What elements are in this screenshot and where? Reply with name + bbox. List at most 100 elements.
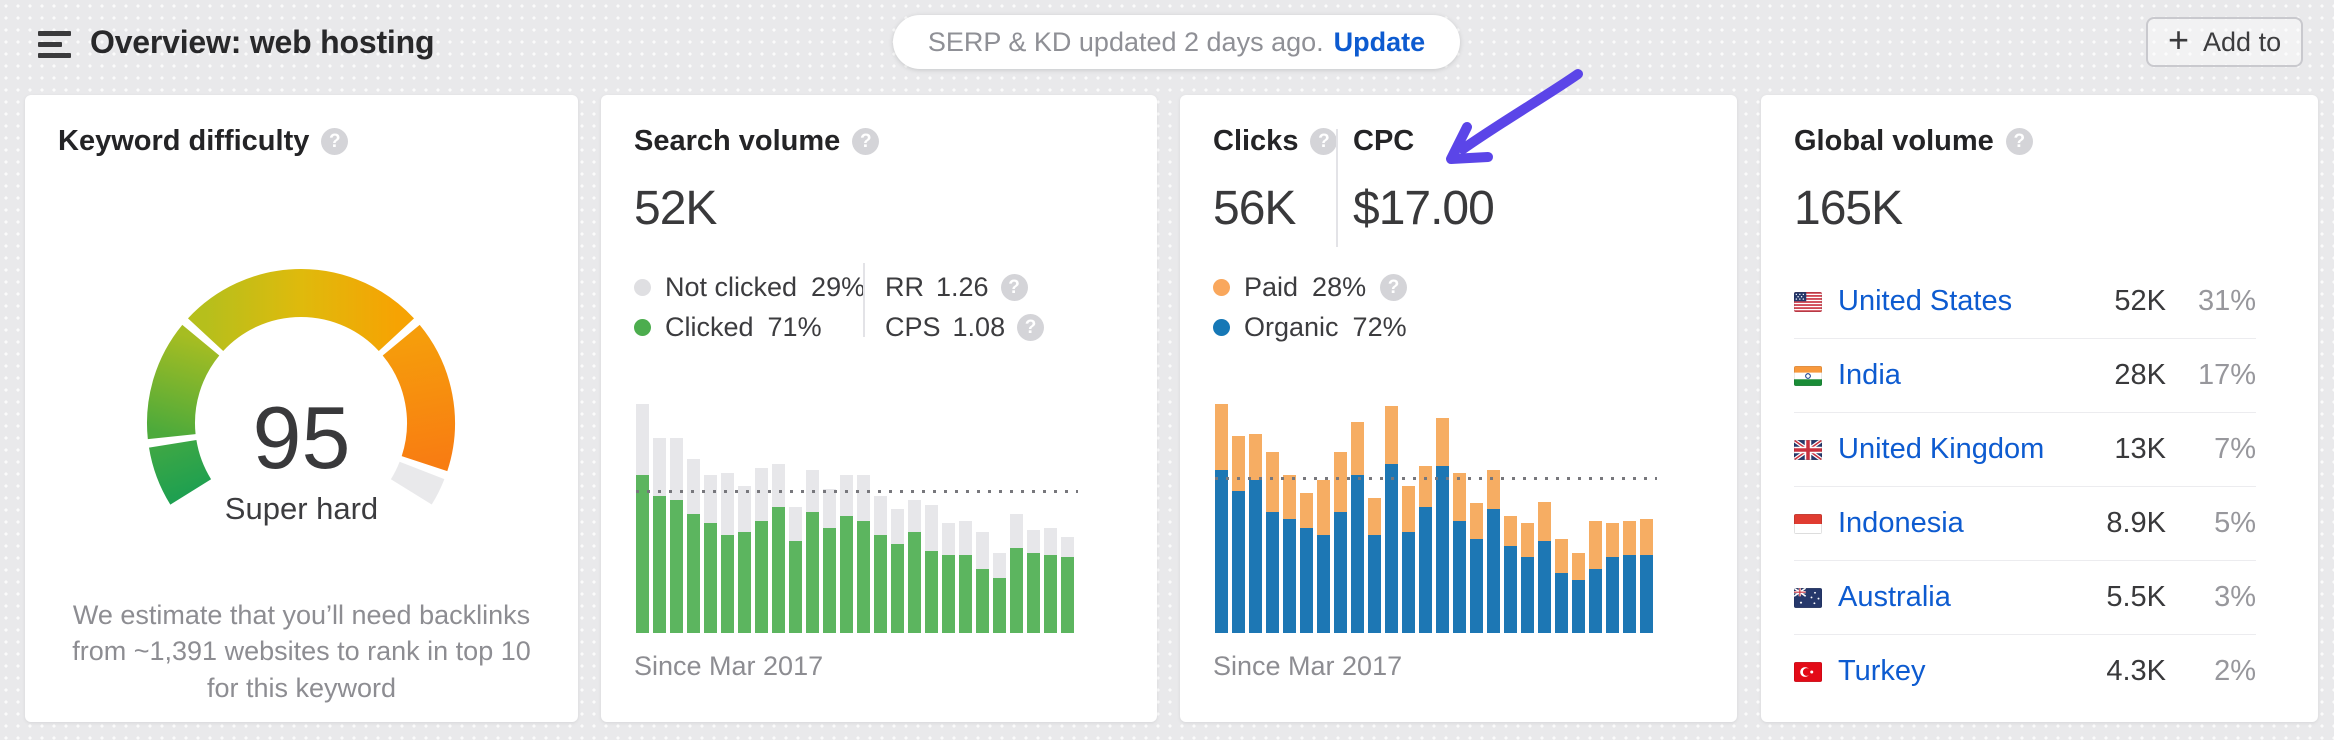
search-volume-card: Search volume ? 52K Not clicked 29% Clic… [601,95,1157,722]
country-share: 7% [2214,433,2256,465]
legend-organic: Organic 72% [1213,307,1407,347]
country-volume: 8.9K [2106,507,2166,539]
difficulty-level: Super hard [224,491,379,526]
bar [1538,502,1551,633]
country-row: Indonesia 8.9K 5% [1794,487,2256,561]
country-row: United States 52K 31% [1794,265,2256,339]
page-header: Overview: web hosting SERP & KD updated … [0,0,2334,95]
page-title: Overview: web hosting [90,24,435,60]
legend-not-clicked: Not clicked 29% [634,267,865,307]
difficulty-note: We estimate that you’ll need backlinks f… [72,600,531,703]
bar [891,509,904,633]
bar [993,552,1006,633]
clicks-per-search-metric: CPS 1.08 ? [885,307,1045,347]
country-share: 5% [2214,507,2256,539]
global-volume-card: Global volume ? 165K United States 52K 3… [1761,95,2318,722]
country-link[interactable]: Turkey [1838,655,1926,687]
divider [863,263,865,337]
bar [959,520,972,633]
bar [1300,493,1313,633]
legend-paid: Paid 28% ? [1213,267,1408,307]
country-link[interactable]: United Kingdom [1838,433,2045,465]
help-icon[interactable]: ? [1017,313,1045,341]
bar [789,507,802,633]
bar [874,495,887,633]
average-dotted-line [636,490,1078,494]
help-icon[interactable]: ? [1380,273,1408,301]
help-icon[interactable]: ? [852,128,880,155]
country-share: 2% [2214,655,2256,687]
search-volume-value: 52K [634,182,717,235]
bar [670,438,683,633]
bar [840,475,853,633]
bar [1640,518,1653,633]
keyword-difficulty-card: Keyword difficulty ? [25,95,578,722]
global-volume-title: Global volume ? [1794,125,2033,158]
divider [1336,129,1338,247]
global-volume-value: 165K [1794,182,1903,235]
country-link[interactable]: Indonesia [1838,507,1964,539]
bar [1368,497,1381,633]
bar [925,504,938,633]
bar [823,488,836,633]
legend-clicked: Clicked 71% [634,307,865,347]
paid-dot-icon [1213,278,1230,296]
country-link[interactable]: United States [1838,285,2013,317]
country-link[interactable]: India [1838,359,1901,391]
bar [704,475,717,633]
search-volume-chart [636,404,1078,633]
clicks-title: Clicks ? [1213,125,1338,158]
cpc-value: $17.00 [1353,182,1495,235]
bar [1061,536,1074,633]
country-volume: 52K [2114,285,2166,317]
country-link[interactable]: Australia [1838,581,1951,613]
bar [1249,433,1262,633]
bar [1266,452,1279,633]
help-icon[interactable]: ? [321,128,349,155]
bar [1402,486,1415,633]
bar [857,475,870,633]
flag-us-icon [1794,291,1822,312]
bar [1589,520,1602,633]
update-button[interactable]: Update [1333,26,1426,57]
country-row: Turkey 4.3K 2% [1794,635,2256,708]
add-to-button[interactable]: + Add to [2146,17,2304,67]
search-volume-title: Search volume ? [634,125,880,158]
update-pill: SERP & KD updated 2 days ago. Update [893,15,1460,69]
bar [976,532,989,633]
gauge-arc [147,269,455,505]
bar [687,458,700,633]
help-icon[interactable]: ? [1000,273,1028,301]
return-rate-metric: RR 1.26 ? [885,267,1044,307]
flag-au-icon [1794,587,1822,608]
help-icon[interactable]: ? [1310,128,1338,155]
not-clicked-dot-icon [634,278,651,296]
country-row: United Kingdom 13K 7% [1794,413,2256,487]
help-icon[interactable]: ? [2005,128,2033,155]
bar [1385,406,1398,633]
search-volume-legend: Not clicked 29% Clicked 71% [634,267,865,347]
country-volume: 28K [2114,359,2166,391]
bar [942,523,955,633]
bar [1453,472,1466,633]
bar [1606,523,1619,633]
clicks-chart [1215,404,1657,633]
bar [1555,539,1568,633]
chart-caption: Since Mar 2017 [634,651,824,681]
global-volume-title-text: Global volume [1794,125,1994,157]
country-volume: 5.5K [2106,581,2166,613]
country-share: 17% [2197,359,2256,391]
bar [1521,523,1534,633]
hamburger-menu-icon[interactable] [38,31,72,58]
difficulty-value: 95 [252,388,351,487]
bar [1283,475,1296,633]
cpc-title: CPC [1353,125,1414,158]
bar [1419,465,1432,633]
country-volume: 4.3K [2106,655,2166,687]
bar [1232,436,1245,633]
add-to-label: Add to [2203,26,2282,57]
keyword-difficulty-title-text: Keyword difficulty [58,125,310,157]
bar [908,500,921,633]
bar [1027,529,1040,633]
bar [1436,417,1449,633]
